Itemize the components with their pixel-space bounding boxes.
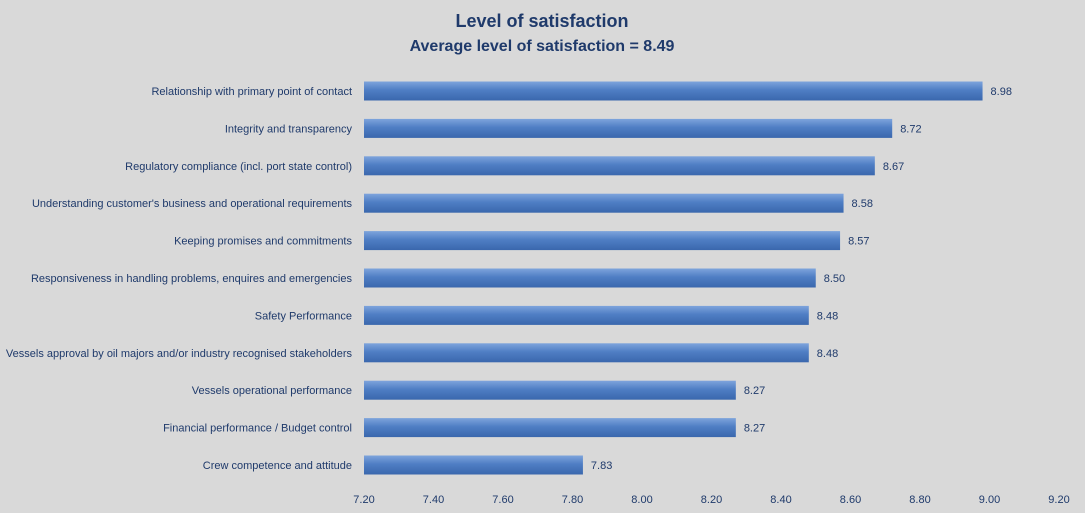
- category-label: Relationship with primary point of conta…: [151, 86, 352, 98]
- x-tick-label: 7.60: [492, 494, 513, 506]
- bar: [364, 380, 736, 400]
- bar: [364, 118, 893, 138]
- category-label: Integrity and transparency: [225, 123, 353, 135]
- category-label: Keeping promises and commitments: [174, 236, 352, 248]
- value-label: 8.72: [900, 123, 921, 135]
- category-label: Vessels approval by oil majors and/or in…: [6, 348, 353, 360]
- category-label: Understanding customer's business and op…: [32, 198, 353, 210]
- x-tick-label: 9.20: [1048, 494, 1069, 506]
- value-label: 8.48: [817, 348, 838, 360]
- bars-group: Relationship with primary point of conta…: [6, 81, 1012, 475]
- value-label: 8.27: [744, 423, 765, 435]
- value-label: 8.58: [852, 198, 873, 210]
- x-tick-label: 7.80: [562, 494, 583, 506]
- category-label: Crew competence and attitude: [203, 460, 352, 472]
- x-axis: 7.20 7.40 7.60 7.80 8.00 8.20 8.40 8.60 8.80 9.00…: [353, 494, 1069, 506]
- value-label: 8.50: [824, 273, 845, 285]
- x-tick-label: 8.60: [840, 494, 861, 506]
- x-tick-label: 7.40: [423, 494, 444, 506]
- x-tick-label: 8.20: [701, 494, 722, 506]
- chart-title: Level of satisfaction: [455, 11, 628, 31]
- x-tick-label: 8.80: [909, 494, 930, 506]
- value-label: 8.57: [848, 236, 869, 248]
- chart-subtitle: Average level of satisfaction = 8.49: [410, 38, 675, 55]
- value-label: 8.27: [744, 385, 765, 397]
- bar: [364, 193, 844, 213]
- value-label: 8.48: [817, 310, 838, 322]
- bar: [364, 305, 809, 325]
- bar: [364, 231, 841, 251]
- bar: [364, 455, 583, 475]
- value-label: 8.98: [991, 86, 1012, 98]
- x-tick-label: 7.20: [353, 494, 374, 506]
- bar: [364, 156, 875, 176]
- category-label: Responsiveness in handling problems, enq…: [31, 273, 353, 285]
- category-label: Regulatory compliance (incl. port state …: [125, 161, 352, 173]
- x-tick-label: 8.00: [631, 494, 652, 506]
- bar: [364, 81, 983, 101]
- x-tick-label: 9.00: [979, 494, 1000, 506]
- category-label: Safety Performance: [255, 310, 352, 322]
- bar: [364, 268, 816, 288]
- bar: [364, 418, 736, 438]
- value-label: 8.67: [883, 161, 904, 173]
- category-label: Financial performance / Budget control: [163, 423, 352, 435]
- bar: [364, 343, 809, 363]
- x-tick-label: 8.40: [770, 494, 791, 506]
- value-label: 7.83: [591, 460, 612, 472]
- category-label: Vessels operational performance: [192, 385, 352, 397]
